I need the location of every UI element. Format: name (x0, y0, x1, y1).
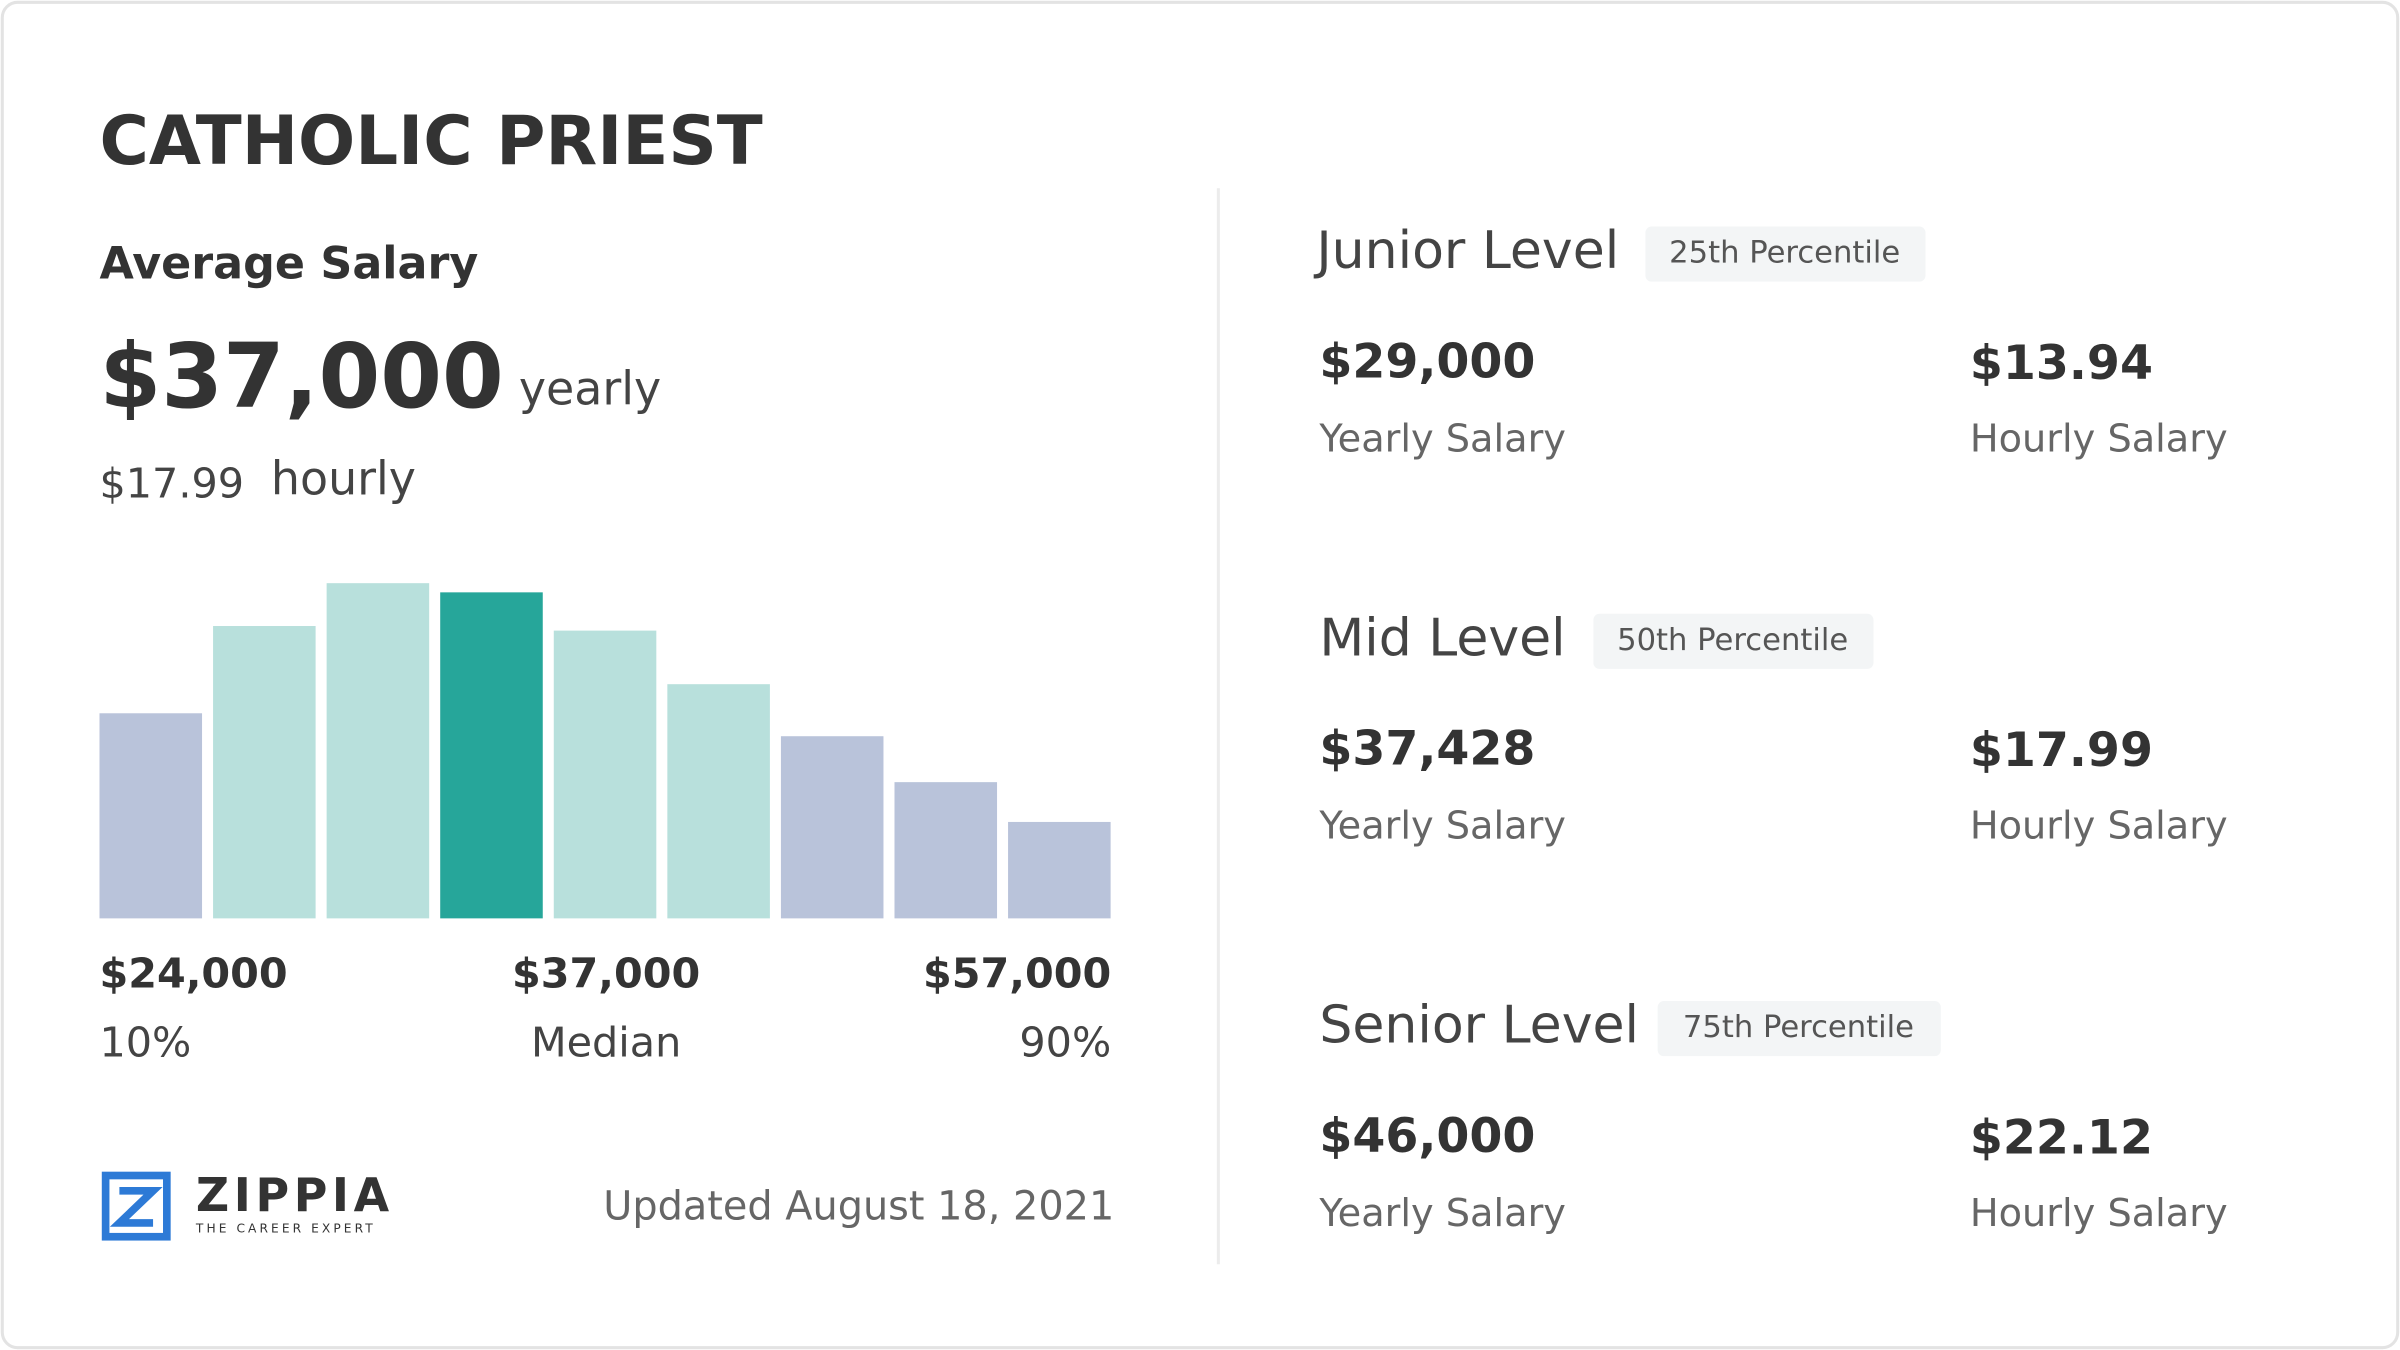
level-name: Senior Level (1319, 996, 1639, 1056)
percentile: 50th Percentile (1617, 623, 1848, 658)
logo: ZIPPIA THE CAREER EXPERT (101, 1168, 394, 1241)
low-label: 10% (99, 1018, 191, 1066)
average-yearly: $37,000 (99, 325, 503, 428)
badge (1645, 226, 1926, 282)
updated: Updated August 18, 2021 (603, 1184, 1114, 1230)
bar (667, 684, 770, 919)
hourly-label: Hourly Salary (1970, 416, 2228, 461)
level-junior: Junior Level 25th Percentile $29,000 Yea… (1313, 221, 2227, 461)
median-label: Median (531, 1018, 681, 1066)
badge (1593, 613, 1874, 669)
bar (894, 782, 998, 919)
hourly-salary: $17.99 (1970, 723, 2153, 778)
bar (326, 583, 430, 919)
low-value: $24,000 (99, 950, 287, 998)
bar (780, 736, 884, 919)
level-mid: Mid Level 50th Percentile $37,428 Yearly… (1318, 608, 2227, 848)
percentile: 75th Percentile (1683, 1010, 1914, 1045)
yearly-label: Yearly Salary (1318, 1191, 1566, 1236)
level-name: Mid Level (1319, 608, 1565, 668)
average-label: Average Salary (99, 238, 478, 289)
average-hourly: $17.99 (99, 460, 244, 508)
bar (1008, 821, 1111, 919)
bar (213, 626, 316, 919)
bar (440, 592, 543, 919)
logo-z (109, 1186, 163, 1227)
hourly-label: Hourly Salary (1970, 804, 2228, 849)
logo-icon (101, 1171, 171, 1241)
bar (99, 713, 203, 919)
median-value: $37,000 (512, 950, 700, 998)
high-value: $57,000 (923, 950, 1111, 998)
title: CATHOLIC PRIEST (99, 101, 762, 180)
level-senior: Senior Level 75th Percentile $46,000 Yea… (1318, 996, 2227, 1236)
logo-tagline: THE CAREER EXPERT (195, 1222, 376, 1236)
badge (1657, 1001, 1941, 1057)
logo-name: ZIPPIA (196, 1168, 394, 1222)
yearly-salary: $46,000 (1319, 1109, 1535, 1164)
percentile: 25th Percentile (1669, 236, 1900, 271)
histogram (99, 583, 1111, 919)
hourly-label: Hourly Salary (1970, 1191, 2228, 1236)
hourly-salary: $13.94 (1970, 336, 2153, 391)
high-label: 90% (1019, 1018, 1111, 1066)
hourly-unit: hourly (271, 452, 416, 506)
yearly-label: Yearly Salary (1318, 804, 1566, 849)
yearly-label: Yearly Salary (1318, 416, 1566, 461)
yearly-salary: $29,000 (1319, 334, 1535, 389)
yearly-unit: yearly (519, 361, 661, 415)
yearly-salary: $37,428 (1319, 722, 1535, 777)
level-name: Junior Level (1313, 221, 1619, 281)
hourly-salary: $22.12 (1970, 1110, 2153, 1165)
bar (553, 630, 657, 919)
